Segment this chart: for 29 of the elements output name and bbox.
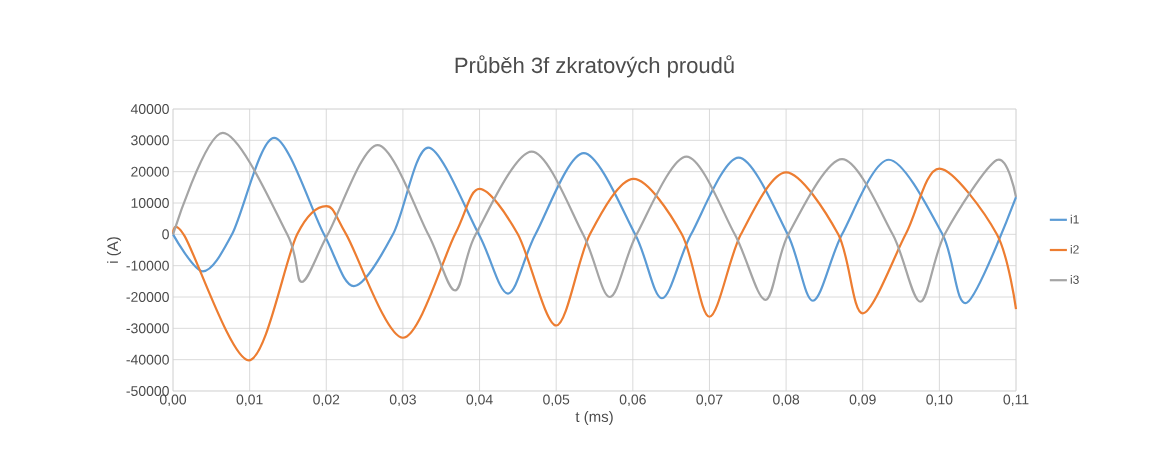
x-tick-label: 0,01: [236, 394, 263, 407]
x-tick-label: 0,00: [159, 394, 187, 407]
x-tick-label: 0,08: [773, 394, 800, 407]
x-axis-title: t (ms): [575, 410, 613, 425]
line-series: [171, 167, 1018, 362]
y-axis-title: i (A): [107, 237, 122, 263]
x-tick-label: 0,10: [926, 394, 953, 407]
y-tick-label: -50000: [126, 386, 169, 396]
legend-label: i3: [1070, 275, 1079, 284]
x-tick-label: 0,02: [313, 394, 340, 407]
x-tick-label: 0,11: [1003, 394, 1029, 407]
x-tick-label: 0,09: [849, 394, 876, 407]
x-tick-label: 0,06: [619, 394, 646, 407]
x-tick-label: 0,07: [696, 394, 723, 407]
y-tick-label: 0: [162, 229, 169, 240]
chart-title: Průběh 3f zkratových proudů: [455, 55, 734, 78]
legend-label: i2: [1070, 244, 1079, 254]
y-tick-label: -20000: [126, 292, 169, 302]
x-tick-label: 0,04: [466, 394, 493, 407]
y-tick-label: 40000: [130, 104, 169, 114]
y-tick-label: -10000: [126, 260, 169, 271]
x-tick-label: 0,03: [389, 394, 416, 407]
y-tick-label: -30000: [126, 323, 169, 334]
x-tick-label: 0,05: [543, 394, 570, 407]
y-tick-label: 20000: [131, 166, 169, 177]
legend-label: i1: [1070, 214, 1079, 224]
y-tick-label: -40000: [126, 354, 169, 365]
y-tick-label: 10000: [131, 198, 169, 208]
y-tick-label: 30000: [131, 135, 169, 146]
